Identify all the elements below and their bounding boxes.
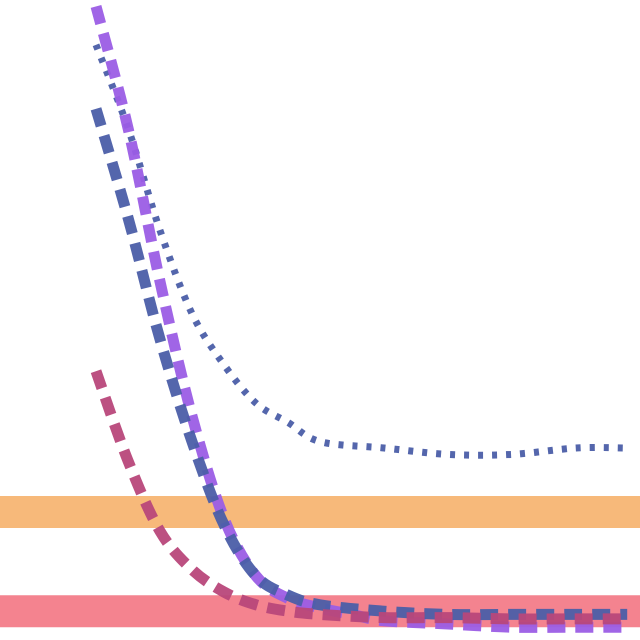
- series-line-3: [90, 107, 628, 621]
- series-line-2: [90, 5, 628, 633]
